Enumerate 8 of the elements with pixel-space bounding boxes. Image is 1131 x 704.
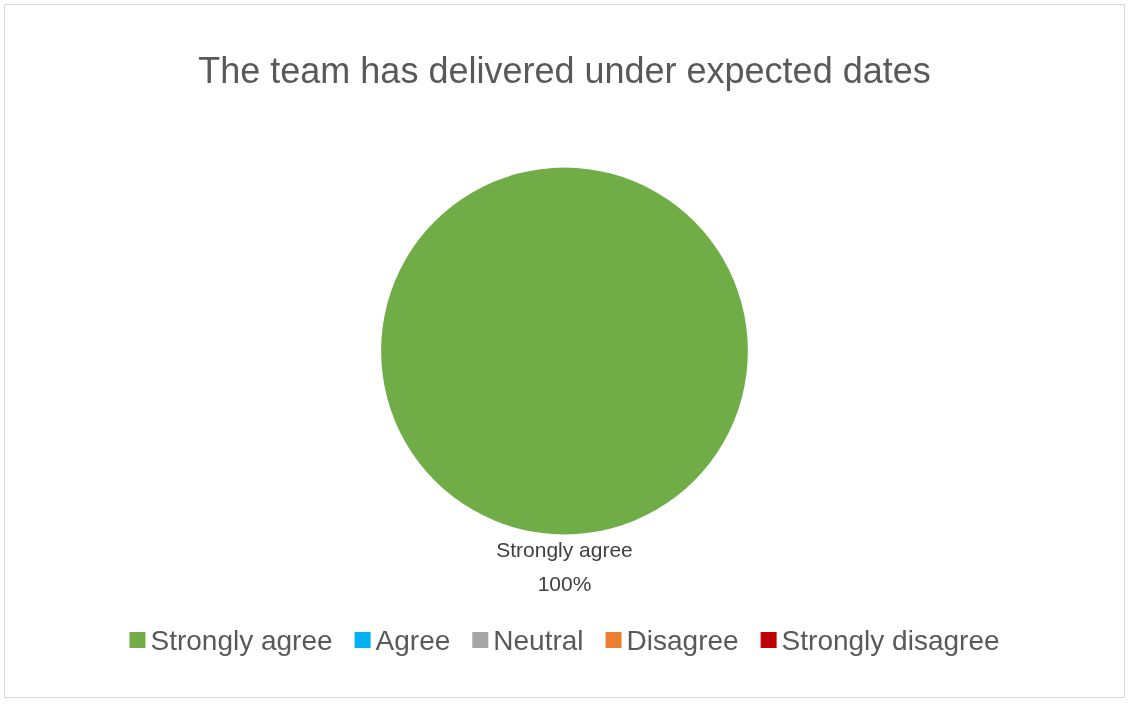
data-label: 100% xyxy=(537,571,592,595)
legend-label: Disagree xyxy=(626,624,739,656)
legend-label: Agree xyxy=(375,624,451,656)
chart-title: The team has delivered under expected dates xyxy=(198,49,931,91)
legend-label: Strongly agree xyxy=(150,624,333,656)
legend-label: Strongly disagree xyxy=(781,624,1000,656)
legend-label: Neutral xyxy=(493,624,584,656)
slice-label: Strongly agree xyxy=(496,537,633,561)
